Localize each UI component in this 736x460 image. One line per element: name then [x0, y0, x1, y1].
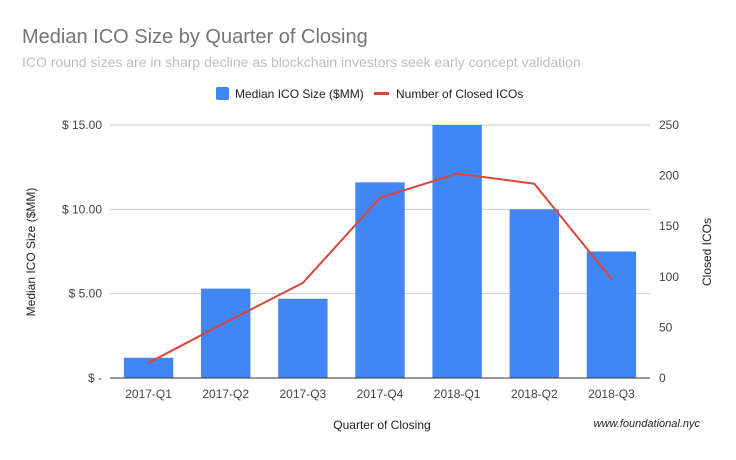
bar [586, 251, 637, 378]
legend: Median ICO Size ($MM) Number of Closed I… [216, 87, 523, 101]
bar [201, 288, 251, 378]
line-point [456, 172, 459, 175]
x-axis-ticks: 2017-Q1 2017-Q2 2017-Q3 2017-Q4 2018-Q1 2018-… [125, 387, 635, 401]
y-tick-label: $ 5.00 [69, 287, 103, 301]
y-tick-label: $ 10.00 [62, 202, 102, 216]
y2-tick-label: 50 [659, 320, 673, 334]
x-tick-label: 2017-Q1 [125, 387, 172, 401]
line-point [379, 196, 381, 199]
line-point [533, 182, 536, 185]
legend-swatch-bar [216, 87, 229, 100]
x-tick-label: 2017-Q3 [280, 387, 327, 401]
y-tick-label: $ - [88, 371, 102, 385]
bar [355, 182, 405, 378]
x-tick-label: 2017-Q4 [357, 387, 404, 401]
y2-tick-label: 150 [659, 219, 679, 233]
bar [509, 209, 559, 378]
y-axis-ticks: $ - $ 5.00 $ 10.00 $ 15.00 [62, 118, 102, 385]
bar [432, 125, 482, 378]
legend-label-line: Number of Closed ICOs [396, 87, 523, 101]
y2-tick-label: 200 [659, 169, 679, 183]
source-credit: www.foundational.nyc [594, 418, 701, 430]
line-point [301, 281, 304, 284]
chart-subtitle: ICO round sizes are in sharp decline as … [22, 54, 581, 70]
y2-axis-label: Closed ICOs [700, 218, 714, 286]
x-tick-label: 2018-Q1 [434, 387, 481, 401]
chart-title: Median ICO Size by Quarter of Closing [22, 26, 368, 48]
y-tick-label: $ 15.00 [62, 118, 102, 132]
line-point [224, 321, 227, 324]
legend-label-bar: Median ICO Size ($MM) [235, 87, 364, 101]
x-tick-label: 2018-Q3 [588, 387, 635, 401]
y2-tick-label: 100 [659, 270, 679, 284]
line-point [610, 277, 613, 280]
bar-series [123, 125, 637, 378]
y2-tick-label: 250 [659, 118, 679, 132]
bar [278, 298, 328, 378]
y2-axis-ticks: 0 50 100 150 200 250 [659, 118, 679, 385]
x-axis-label: Quarter of Closing [333, 418, 430, 432]
line-series [147, 172, 613, 364]
x-tick-label: 2017-Q2 [202, 387, 249, 401]
y-axis-label: Median ICO Size ($MM) [24, 188, 38, 317]
bar [123, 357, 174, 378]
y2-tick-label: 0 [659, 371, 666, 385]
line-point [147, 361, 150, 364]
x-tick-label: 2018-Q2 [511, 387, 558, 401]
